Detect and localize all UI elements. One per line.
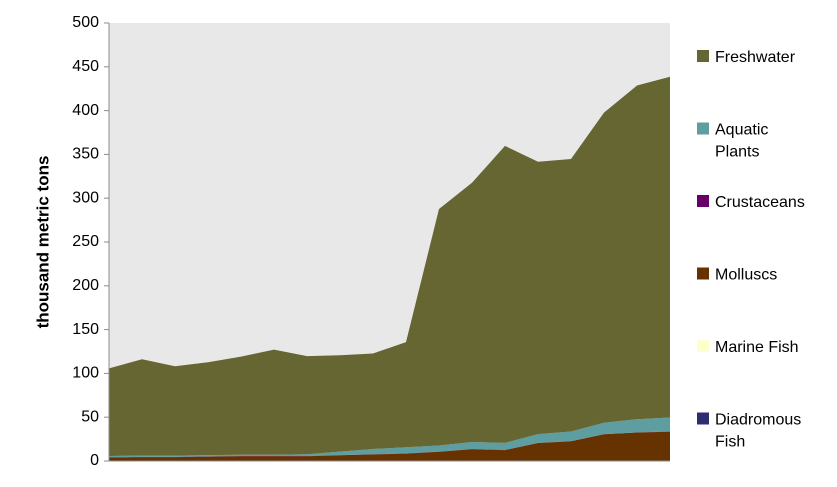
legend-swatch-crustaceans xyxy=(697,195,709,207)
y-tick-label: 0 xyxy=(90,452,99,469)
area-aquatic-plants xyxy=(109,417,670,458)
legend-swatch-diadromous-fish xyxy=(697,412,709,425)
y-axis-ticks: 0 50 100 150 200 250 300 350 400 450 500 xyxy=(72,14,109,469)
legend-label-molluscs: Molluscs xyxy=(715,267,777,284)
y-tick-label: 300 xyxy=(72,189,99,206)
y-tick-label: 100 xyxy=(72,365,99,382)
y-tick-label: 200 xyxy=(72,277,99,294)
legend-label-crustaceans: Crustaceans xyxy=(715,194,805,211)
y-tick-label: 500 xyxy=(72,14,99,31)
legend: Freshwater Aquatic Plants Crustaceans Mollus… xyxy=(697,49,805,451)
legend-swatch-aquatic-plants xyxy=(697,122,709,135)
y-axis-title: thousand metric tons xyxy=(33,156,52,329)
y-tick-label: 450 xyxy=(72,58,99,75)
legend-label-freshwater: Freshwater xyxy=(715,49,796,66)
legend-swatch-marine-fish xyxy=(697,340,709,352)
area-freshwater xyxy=(109,76,670,456)
y-tick-label: 150 xyxy=(72,321,99,338)
legend-label-marine-fish: Marine Fish xyxy=(715,339,799,356)
legend-label-diadromous-fish: Diadromous Fish xyxy=(715,412,801,451)
legend-swatch-freshwater xyxy=(697,50,709,62)
area-molluscs xyxy=(109,431,670,461)
y-tick-label: 250 xyxy=(72,233,99,250)
y-tick-label: 350 xyxy=(72,146,99,163)
y-tick-label: 50 xyxy=(81,408,99,425)
legend-label-aquatic-plants: Aquatic Plants xyxy=(715,122,768,161)
legend-swatch-molluscs xyxy=(697,267,709,280)
y-tick-label: 400 xyxy=(72,102,99,119)
